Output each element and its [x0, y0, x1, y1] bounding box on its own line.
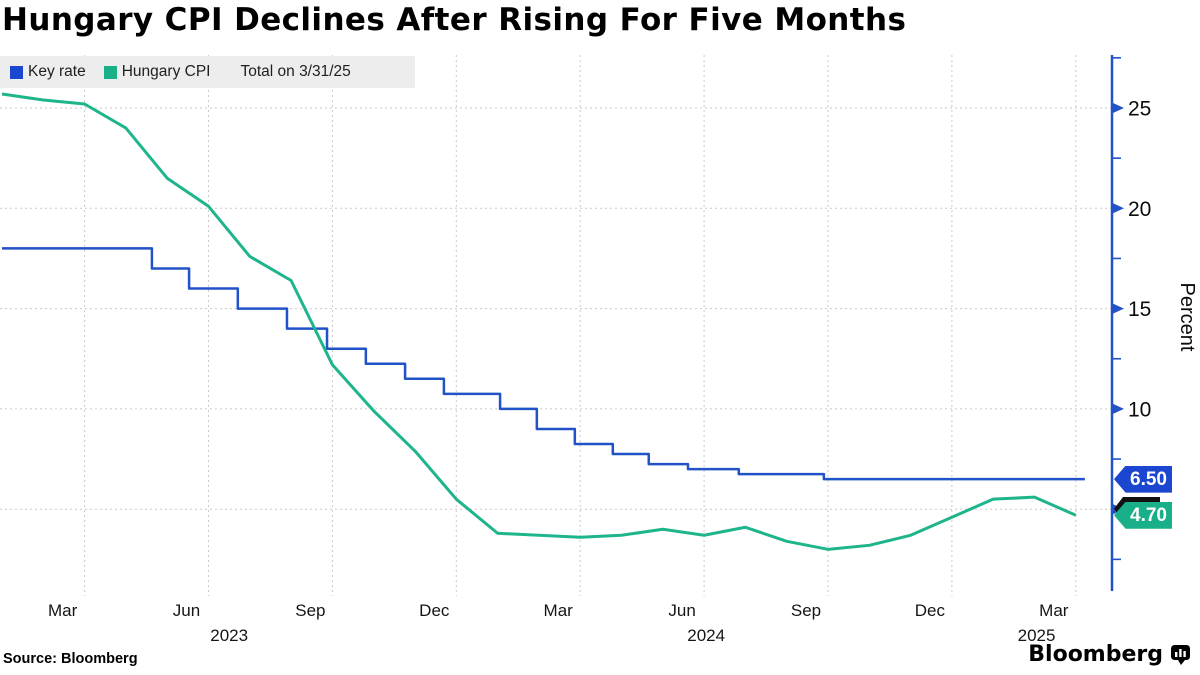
legend-item-hungary-cpi: Hungary CPI [103, 63, 211, 81]
svg-text:Mar: Mar [1039, 601, 1069, 620]
svg-text:15: 15 [1128, 298, 1151, 321]
svg-text:Percent: Percent [1176, 283, 1198, 352]
source-label: Source: [3, 651, 57, 667]
y-axis: 510152025 [1110, 55, 1151, 591]
legend-date-note: Total on 3/31/25 [240, 63, 351, 80]
hungary-cpi-swatch-icon [103, 65, 117, 79]
bloomberg-logo: Bloomberg [1028, 642, 1191, 667]
bloomberg-terminal-icon [1171, 644, 1190, 665]
legend-label-key-rate: Key rate [28, 63, 86, 80]
svg-text:2025: 2025 [1018, 626, 1056, 645]
svg-text:Dec: Dec [915, 601, 946, 620]
svg-text:2024: 2024 [687, 626, 725, 645]
x-axis-labels: Mar Jun Sep Dec Mar Jun Sep Dec Mar 2023 2024 2025 [48, 601, 1069, 645]
svg-text:Jun: Jun [173, 601, 200, 620]
key-rate-value-tag: 6.50 [1114, 465, 1172, 493]
key-rate-line [2, 247, 1085, 481]
horizontal-gridlines [0, 107, 1111, 510]
key-rate-swatch-icon [10, 65, 23, 79]
y-axis-title: Percent [1176, 283, 1198, 352]
svg-text:Dec: Dec [419, 601, 450, 620]
svg-text:Jun: Jun [668, 601, 695, 620]
svg-text:Sep: Sep [295, 601, 325, 620]
bloomberg-wordmark: Bloomberg [1028, 642, 1163, 667]
svg-text:2023: 2023 [210, 626, 248, 645]
svg-text:25: 25 [1128, 98, 1151, 121]
legend-item-key-rate: Key rate [10, 63, 86, 81]
svg-text:Sep: Sep [791, 601, 821, 620]
source-note: Source: Bloomberg [3, 651, 138, 667]
svg-text:Mar: Mar [48, 601, 78, 620]
vertical-gridlines [84, 55, 1077, 596]
hungary-cpi-line [1, 92, 1077, 551]
legend-label-hungary-cpi: Hungary CPI [121, 63, 211, 80]
chart-title: Hungary CPI Declines After Rising For Fi… [2, 2, 907, 38]
svg-text:20: 20 [1128, 198, 1151, 221]
svg-text:10: 10 [1128, 398, 1151, 421]
source-value: Bloomberg [61, 651, 138, 667]
svg-text:Mar: Mar [544, 601, 574, 620]
legend: Key rate Hungary CPI Total on 3/31/25 [0, 56, 415, 88]
cpi-value-tag: 4.70 [1114, 501, 1172, 529]
